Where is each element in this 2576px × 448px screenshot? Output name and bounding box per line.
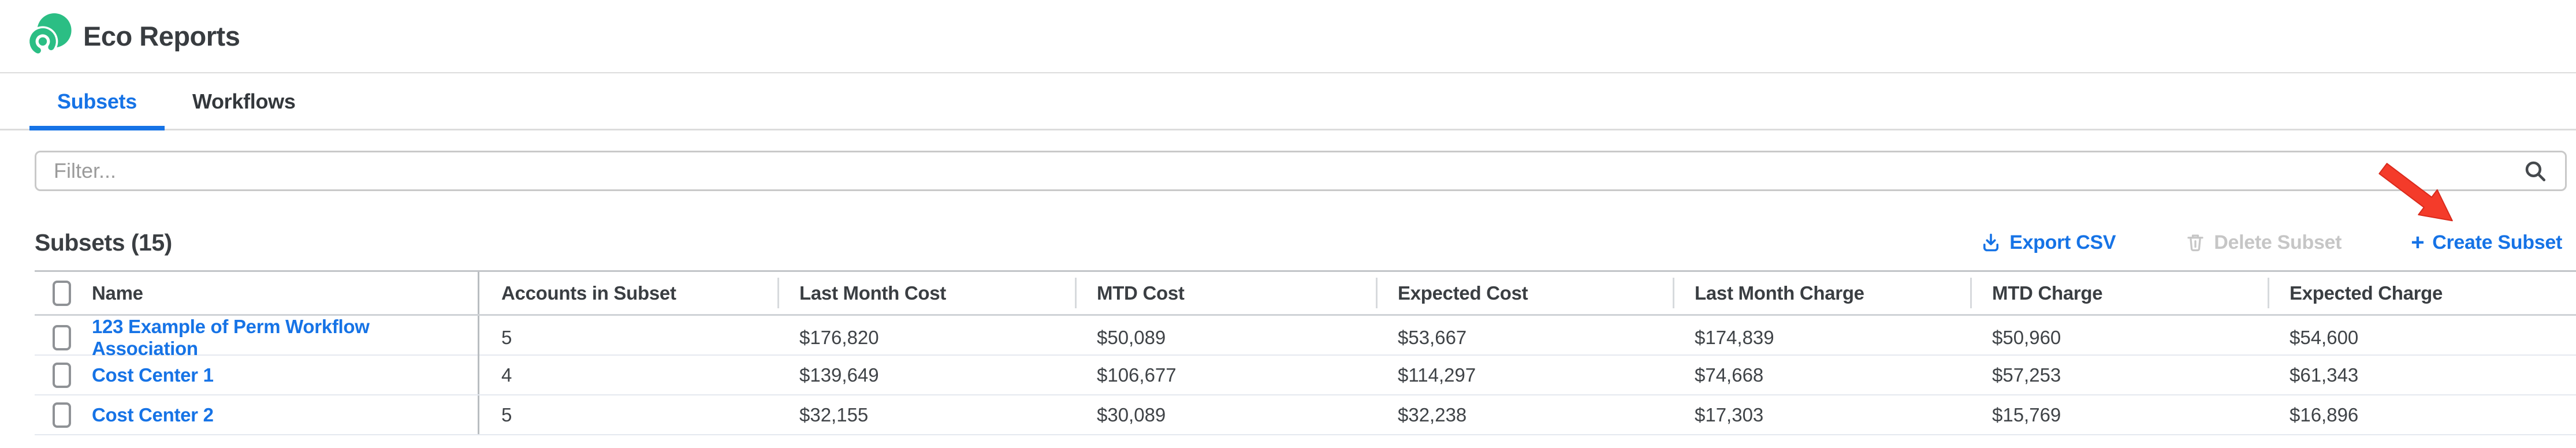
cell-last-month-cost: $139,649 — [799, 364, 879, 386]
cell-expected-charge: $54,600 — [2290, 327, 2359, 348]
search-icon[interactable] — [2523, 159, 2547, 183]
subset-link[interactable]: 123 Example of Perm Workflow Association — [92, 316, 370, 359]
export-csv-label: Export CSV — [2009, 231, 2116, 253]
cell-mtd-charge: $57,253 — [1992, 364, 2061, 386]
cell-last-month-charge: $17,303 — [1695, 404, 1764, 425]
export-csv-button[interactable]: Export CSV — [1981, 232, 2116, 254]
eco-logo-icon — [27, 13, 73, 59]
tab-bar: Subsets Workflows — [0, 74, 2576, 130]
cell-accounts: 5 — [501, 404, 512, 425]
cell-name: 123 Example of Perm Workflow Association — [35, 316, 479, 360]
plus-icon: + — [2411, 230, 2425, 255]
app-header: Eco Reports — [0, 0, 2576, 73]
column-header-accounts: Accounts in Subset — [501, 282, 676, 304]
row-checkbox[interactable] — [53, 402, 71, 428]
trash-icon — [2187, 234, 2203, 252]
cell-expected-cost: $32,238 — [1398, 404, 1467, 425]
cell-expected-charge: $61,343 — [2290, 364, 2359, 386]
cell-mtd-cost: $50,089 — [1097, 327, 1166, 348]
create-subset-button[interactable]: + Create Subset — [2411, 231, 2562, 254]
select-all-checkbox[interactable] — [53, 280, 71, 306]
subset-link[interactable]: Cost Center 2 — [92, 404, 214, 425]
column-header-last-month-charge: Last Month Charge — [1673, 272, 1970, 314]
table-row: Cost Center 1 4 $139,649 $106,677 $114,2… — [35, 356, 2576, 395]
column-header-expected-charge: Expected Charge — [2268, 272, 2576, 314]
tab-subsets-label: Subsets — [57, 89, 137, 113]
toolbar: Subsets (15) Export CSV Delete Subset — [35, 222, 2562, 263]
table-header-row: Name Accounts in Subset Last Month Cost … — [35, 272, 2576, 316]
filter-bar — [35, 151, 2567, 191]
row-checkbox[interactable] — [53, 362, 71, 388]
table-row: Cost Center 2 5 $32,155 $30,089 $32,238 … — [35, 395, 2576, 435]
cell-last-month-charge: $174,839 — [1695, 327, 1774, 348]
cell-mtd-charge: $50,960 — [1992, 327, 2061, 348]
tab-subsets[interactable]: Subsets — [29, 74, 165, 130]
action-buttons: Export CSV Delete Subset + Create Subset — [1981, 231, 2562, 254]
cell-name: Cost Center 1 — [35, 356, 479, 394]
column-header-name-label: Name — [92, 282, 143, 304]
cell-last-month-cost: $32,155 — [799, 404, 869, 425]
cell-expected-charge: $16,896 — [2290, 404, 2359, 425]
row-checkbox[interactable] — [53, 325, 71, 350]
column-header-mtd-cost: MTD Cost — [1075, 272, 1376, 314]
delete-subset-label: Delete Subset — [2214, 231, 2342, 253]
cell-mtd-cost: $106,677 — [1097, 364, 1177, 386]
column-header-last-month-cost: Last Month Cost — [777, 272, 1075, 314]
cell-expected-cost: $114,297 — [1398, 364, 1476, 386]
subsets-table: Name Accounts in Subset Last Month Cost … — [35, 270, 2576, 435]
page-title: Eco Reports — [83, 21, 240, 51]
cell-accounts: 5 — [501, 327, 512, 348]
column-header-expected-cost: Expected Cost — [1376, 272, 1673, 314]
subsets-count-heading: Subsets (15) — [35, 229, 172, 256]
cell-last-month-cost: $176,820 — [799, 327, 879, 348]
download-icon — [1983, 233, 1999, 252]
column-header-mtd-charge: MTD Charge — [1970, 272, 2268, 314]
cell-mtd-charge: $15,769 — [1992, 404, 2061, 425]
subset-link[interactable]: Cost Center 1 — [92, 364, 214, 386]
tab-workflows[interactable]: Workflows — [165, 74, 323, 129]
filter-input[interactable] — [35, 151, 2567, 191]
cell-expected-cost: $53,667 — [1398, 327, 1467, 348]
tab-workflows-label: Workflows — [192, 89, 296, 113]
column-header-name: Name — [35, 272, 479, 314]
cell-last-month-charge: $74,668 — [1695, 364, 1764, 386]
cell-mtd-cost: $30,089 — [1097, 404, 1166, 425]
create-subset-label: Create Subset — [2432, 231, 2562, 253]
cell-accounts: 4 — [501, 364, 512, 386]
delete-subset-button[interactable]: Delete Subset — [2185, 232, 2342, 254]
cell-name: Cost Center 2 — [35, 395, 479, 434]
table-row: 123 Example of Perm Workflow Association… — [35, 316, 2576, 360]
